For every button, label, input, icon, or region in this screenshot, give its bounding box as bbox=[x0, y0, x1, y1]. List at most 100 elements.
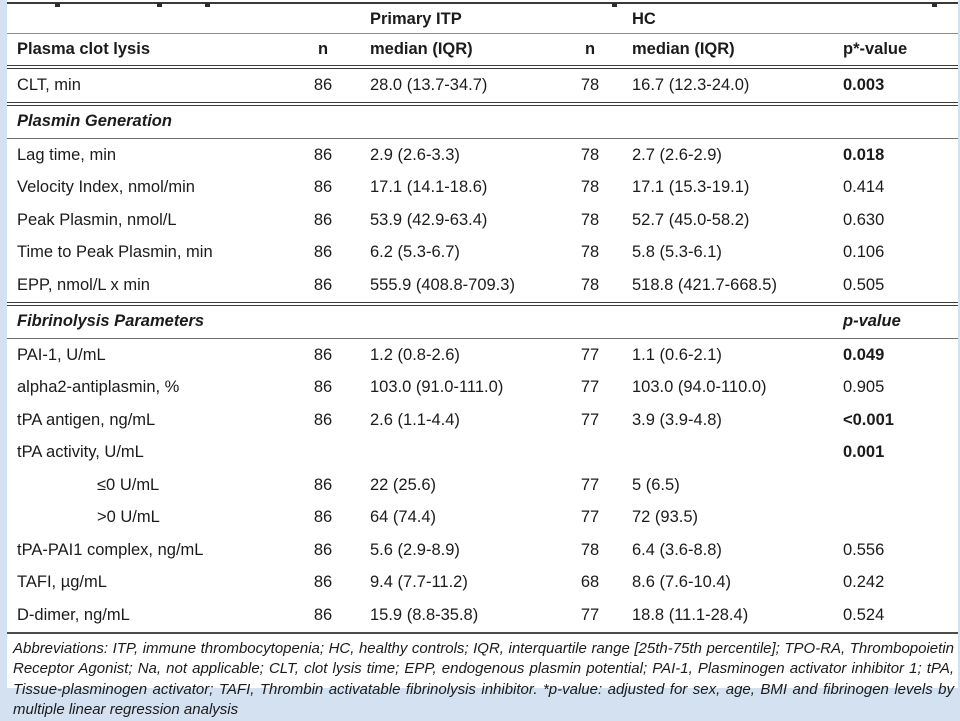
param-label: PAI-1, U/mL bbox=[7, 339, 294, 372]
empty-cell bbox=[616, 437, 828, 470]
group-header-itp: Primary ITP bbox=[352, 7, 564, 34]
n-value: 86 bbox=[294, 534, 352, 567]
empty-cell bbox=[828, 502, 958, 535]
median-value: 52.7 (45.0-58.2) bbox=[616, 204, 828, 237]
column-header-median1: median (IQR) bbox=[352, 34, 564, 68]
n-value: 78 bbox=[564, 172, 616, 205]
n-value: 77 bbox=[564, 372, 616, 405]
median-value: 16.7 (12.3-24.0) bbox=[616, 67, 828, 104]
param-label: Time to Peak Plasmin, min bbox=[7, 237, 294, 270]
median-value: 6.4 (3.6-8.8) bbox=[616, 534, 828, 567]
table-row-tpa-pai1-complex: tPA-PAI1 complex, ng/mL 86 5.6 (2.9-8.9)… bbox=[7, 534, 958, 567]
p-value: 0.905 bbox=[828, 372, 958, 405]
column-header-n1: n bbox=[294, 34, 352, 68]
n-value: 86 bbox=[294, 237, 352, 270]
median-value: 15.9 (8.8-35.8) bbox=[352, 599, 564, 633]
table-row-clt: CLT, min 86 28.0 (13.7-34.7) 78 16.7 (12… bbox=[7, 67, 958, 104]
p-value: 0.106 bbox=[828, 237, 958, 270]
section-title: Plasmin Generation bbox=[7, 104, 958, 139]
n-value: 86 bbox=[294, 67, 352, 104]
section-title: Fibrinolysis Parameters bbox=[7, 304, 828, 339]
table-row-epp: EPP, nmol/L x min 86 555.9 (408.8-709.3)… bbox=[7, 269, 958, 304]
median-value: 2.7 (2.6-2.9) bbox=[616, 139, 828, 172]
median-value: 5 (6.5) bbox=[616, 469, 828, 502]
table-row-time-to-peak-plasmin: Time to Peak Plasmin, min 86 6.2 (5.3-6.… bbox=[7, 237, 958, 270]
table-row-pai1: PAI-1, U/mL 86 1.2 (0.8-2.6) 77 1.1 (0.6… bbox=[7, 339, 958, 372]
median-value: 28.0 (13.7-34.7) bbox=[352, 67, 564, 104]
n-value: 86 bbox=[294, 599, 352, 633]
section-pvalue-header: p-value bbox=[828, 304, 958, 339]
table-row-lag-time: Lag time, min 86 2.9 (2.6-3.3) 78 2.7 (2… bbox=[7, 139, 958, 172]
n-value: 86 bbox=[294, 469, 352, 502]
cropped-text-remnant bbox=[55, 3, 60, 7]
p-value: 0.505 bbox=[828, 269, 958, 304]
median-value: 2.9 (2.6-3.3) bbox=[352, 139, 564, 172]
p-value: 0.630 bbox=[828, 204, 958, 237]
n-value: 86 bbox=[294, 372, 352, 405]
param-label: tPA activity, U/mL bbox=[7, 437, 294, 470]
n-value: 86 bbox=[294, 404, 352, 437]
median-value: 6.2 (5.3-6.7) bbox=[352, 237, 564, 270]
median-value: 1.1 (0.6-2.1) bbox=[616, 339, 828, 372]
param-sublabel: >0 U/mL bbox=[7, 502, 294, 535]
p-value: 0.524 bbox=[828, 599, 958, 633]
median-value: 5.8 (5.3-6.1) bbox=[616, 237, 828, 270]
empty-cell bbox=[7, 7, 294, 34]
n-value: 86 bbox=[294, 269, 352, 304]
median-value: 17.1 (14.1-18.6) bbox=[352, 172, 564, 205]
empty-cell bbox=[828, 7, 958, 34]
empty-cell bbox=[828, 469, 958, 502]
n-value: 78 bbox=[564, 534, 616, 567]
median-value: 103.0 (91.0-111.0) bbox=[352, 372, 564, 405]
param-label: alpha2-antiplasmin, % bbox=[7, 372, 294, 405]
p-value: 0.242 bbox=[828, 567, 958, 600]
n-value: 77 bbox=[564, 469, 616, 502]
n-value: 77 bbox=[564, 339, 616, 372]
p-value: 0.556 bbox=[828, 534, 958, 567]
results-table: Primary ITP HC Plasma clot lysis n media… bbox=[7, 7, 958, 634]
param-label: CLT, min bbox=[7, 67, 294, 104]
n-value: 86 bbox=[294, 567, 352, 600]
empty-cell bbox=[352, 437, 564, 470]
median-value: 64 (74.4) bbox=[352, 502, 564, 535]
n-value: 86 bbox=[294, 204, 352, 237]
column-header-pvalue: p*-value bbox=[828, 34, 958, 68]
cropped-text-remnant bbox=[932, 3, 937, 7]
param-label: D-dimer, ng/mL bbox=[7, 599, 294, 633]
empty-cell bbox=[564, 7, 616, 34]
median-value: 53.9 (42.9-63.4) bbox=[352, 204, 564, 237]
table-row-peak-plasmin: Peak Plasmin, nmol/L 86 53.9 (42.9-63.4)… bbox=[7, 204, 958, 237]
section-header-fibrinolysis-parameters: Fibrinolysis Parameters p-value bbox=[7, 304, 958, 339]
p-value: <0.001 bbox=[828, 404, 958, 437]
median-value: 9.4 (7.7-11.2) bbox=[352, 567, 564, 600]
table-row-tpa-antigen: tPA antigen, ng/mL 86 2.6 (1.1-4.4) 77 3… bbox=[7, 404, 958, 437]
column-header-row: Plasma clot lysis n median (IQR) n media… bbox=[7, 34, 958, 68]
median-value: 2.6 (1.1-4.4) bbox=[352, 404, 564, 437]
column-header-param: Plasma clot lysis bbox=[7, 34, 294, 68]
median-value: 72 (93.5) bbox=[616, 502, 828, 535]
n-value: 68 bbox=[564, 567, 616, 600]
median-value: 8.6 (7.6-10.4) bbox=[616, 567, 828, 600]
table-row-d-dimer: D-dimer, ng/mL 86 15.9 (8.8-35.8) 77 18.… bbox=[7, 599, 958, 633]
table-footnote: Abbreviations: ITP, immune thrombocytope… bbox=[7, 634, 958, 721]
median-value: 555.9 (408.8-709.3) bbox=[352, 269, 564, 304]
median-value: 22 (25.6) bbox=[352, 469, 564, 502]
section-header-plasmin-generation: Plasmin Generation bbox=[7, 104, 958, 139]
table-panel: Primary ITP HC Plasma clot lysis n media… bbox=[7, 0, 958, 688]
param-label: EPP, nmol/L x min bbox=[7, 269, 294, 304]
median-value: 1.2 (0.8-2.6) bbox=[352, 339, 564, 372]
median-value: 18.8 (11.1-28.4) bbox=[616, 599, 828, 633]
n-value: 78 bbox=[564, 269, 616, 304]
p-value: 0.018 bbox=[828, 139, 958, 172]
empty-cell bbox=[294, 7, 352, 34]
n-value: 77 bbox=[564, 599, 616, 633]
param-label: Velocity Index, nmol/min bbox=[7, 172, 294, 205]
group-header-hc: HC bbox=[616, 7, 828, 34]
group-header-row: Primary ITP HC bbox=[7, 7, 958, 34]
table-top-rule bbox=[7, 2, 958, 4]
p-value: 0.049 bbox=[828, 339, 958, 372]
n-value: 77 bbox=[564, 404, 616, 437]
column-header-median2: median (IQR) bbox=[616, 34, 828, 68]
n-value: 78 bbox=[564, 237, 616, 270]
table-row-tpa-activity: tPA activity, U/mL 0.001 bbox=[7, 437, 958, 470]
